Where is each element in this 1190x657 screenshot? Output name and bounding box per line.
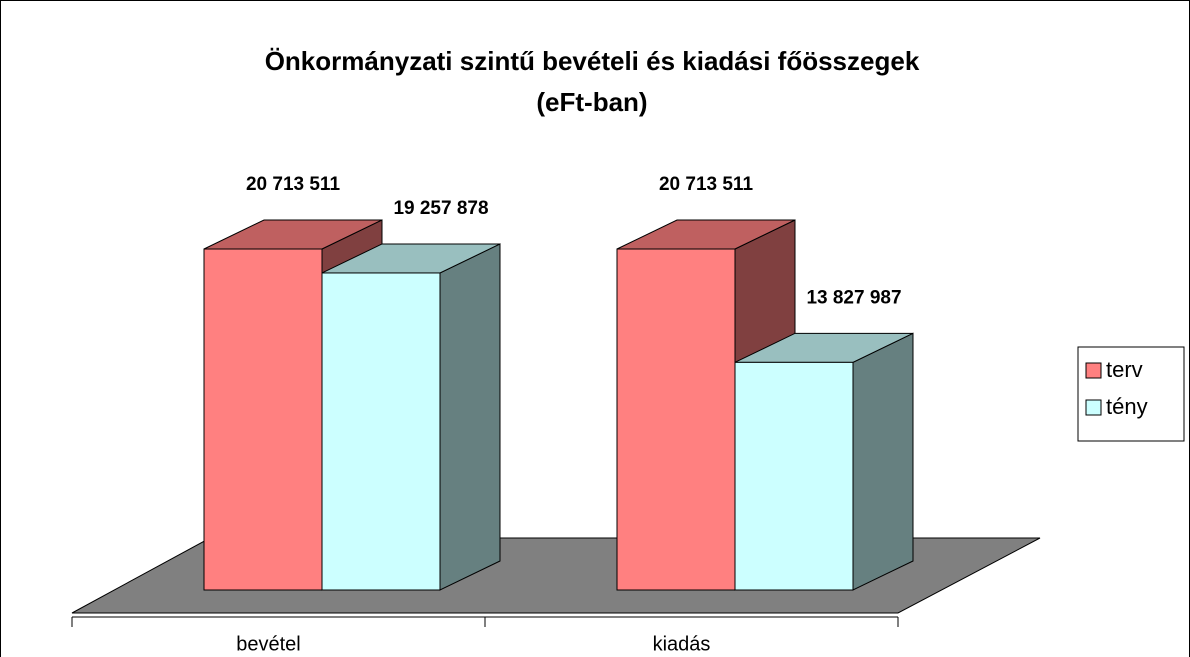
bar <box>734 361 854 591</box>
data-label: 20 713 511 <box>246 174 340 195</box>
chart-title: (eFt-ban) <box>536 87 647 117</box>
x-tick-label: kiadás <box>653 633 711 655</box>
data-label: 20 713 511 <box>659 174 753 195</box>
legend-label: terv <box>1106 357 1143 382</box>
chart-title: Önkormányzati szintű bevételi és kiadási… <box>265 46 920 76</box>
bar <box>203 248 323 591</box>
bar-side <box>439 243 501 591</box>
bar-side <box>852 332 914 591</box>
x-tick-label: bevétel <box>236 633 301 655</box>
legend-swatch <box>1085 399 1102 416</box>
bar <box>616 248 736 591</box>
legend-label: tény <box>1106 394 1148 419</box>
data-label: 13 827 987 <box>806 287 901 308</box>
data-label: 19 257 878 <box>393 198 488 219</box>
bar <box>321 272 441 591</box>
legend-swatch <box>1085 362 1102 379</box>
